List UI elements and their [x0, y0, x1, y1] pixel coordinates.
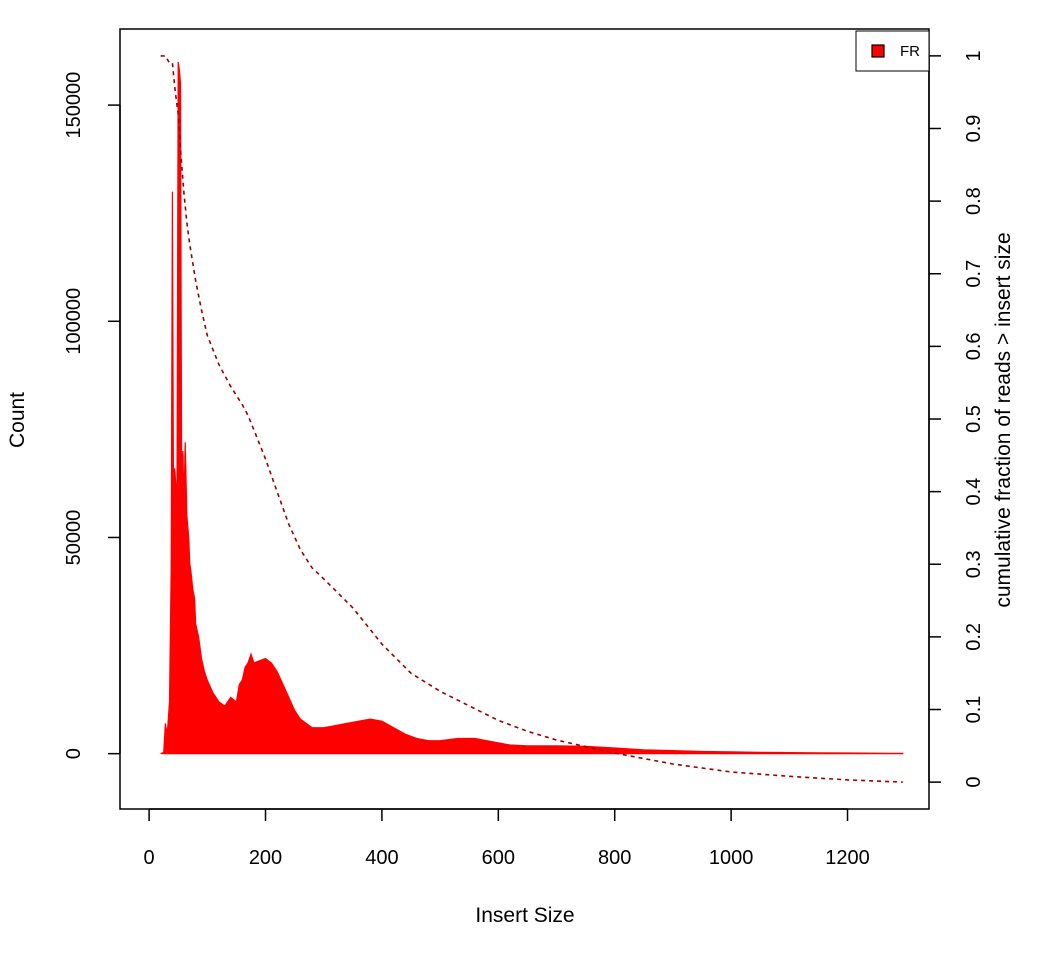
- series-fr-area: [160, 61, 904, 755]
- y2-tick-label: 0.7: [963, 260, 985, 288]
- y2-tick-label: 0.6: [963, 332, 985, 360]
- y-axis-title: Count: [6, 392, 29, 448]
- x-tick-label: 200: [249, 847, 282, 869]
- x-tick-label: 800: [598, 847, 631, 869]
- x-axis-title: Insert Size: [475, 904, 574, 927]
- x-axis: 0 200 400 600 800 1000 1200: [144, 808, 870, 869]
- y2-tick-label: 0.9: [963, 115, 985, 143]
- y2-axis-title: cumulative fraction of reads > insert si…: [992, 232, 1015, 607]
- x-tick-label: 1200: [825, 847, 870, 869]
- legend: FR: [855, 30, 930, 72]
- y2-tick-label: 0.3: [963, 550, 985, 578]
- plot-layer: [160, 55, 904, 783]
- y2-tick-label: 0.4: [963, 478, 985, 506]
- y-tick-label: 0: [63, 748, 85, 759]
- x-tick-label: 400: [365, 847, 398, 869]
- legend-swatch-fr: [871, 44, 885, 58]
- legend-box: [855, 30, 930, 72]
- y2-tick-label: 0.5: [963, 405, 985, 433]
- y-axis-right: 0 0.1 0.2 0.3 0.4 0.5 0.6 0.7 0.8 0.9 1: [928, 50, 985, 788]
- y2-tick-label: 0.1: [963, 696, 985, 724]
- y2-tick-label: 1: [963, 50, 985, 61]
- y2-tick-label: 0.8: [963, 187, 985, 215]
- x-tick-label: 1000: [709, 847, 754, 869]
- y2-tick-label: 0: [963, 777, 985, 788]
- y-axis-left: 0 50000 100000 150000: [63, 72, 121, 759]
- x-tick-label: 0: [144, 847, 155, 869]
- y2-tick-label: 0.2: [963, 623, 985, 651]
- y-tick-label: 50000: [63, 510, 85, 566]
- y-tick-label: 100000: [63, 288, 85, 355]
- x-tick-label: 600: [482, 847, 515, 869]
- legend-label-fr: FR: [900, 43, 920, 60]
- y-tick-label: 150000: [63, 72, 85, 139]
